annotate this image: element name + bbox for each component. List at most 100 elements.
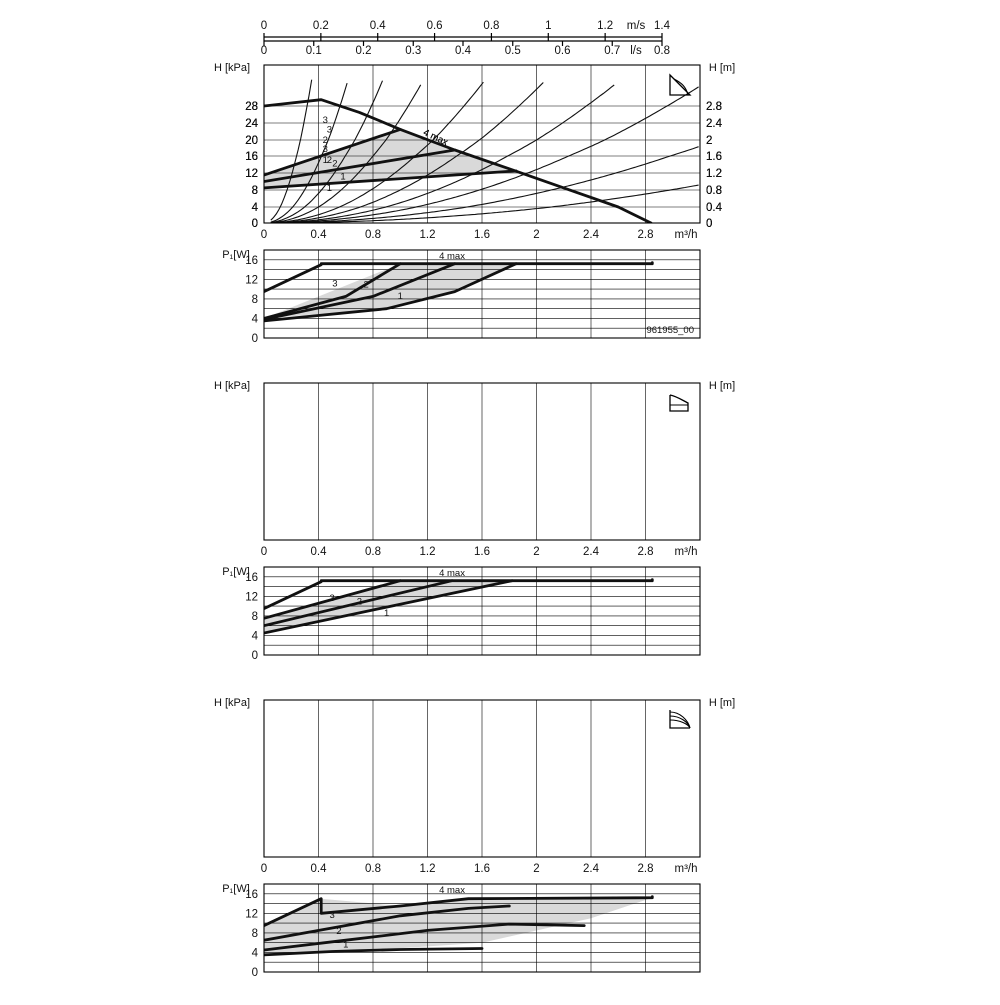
y-right-tick-label: 2.8 xyxy=(706,101,722,113)
y-right-tick-label: 0 xyxy=(706,218,712,230)
y-tick-label: 4 xyxy=(252,202,259,214)
y-right-tick-label: 2.8 xyxy=(706,101,722,113)
x-tick-label: 2.8 xyxy=(638,546,654,558)
flow-ls-tick-label: 0.3 xyxy=(405,45,421,57)
constant-curve-icon xyxy=(669,710,691,729)
curve-label: 1 xyxy=(340,171,345,182)
y-right-tick-label: 0.4 xyxy=(706,202,723,214)
head-chart-4: 4 max321048121620242800.40.81.21.622.42.… xyxy=(214,101,735,875)
plot-frame xyxy=(263,249,701,339)
x-axis-unit: m³/h xyxy=(675,546,698,558)
y-right-tick-label: 2 xyxy=(706,135,712,147)
y-tick-label: 28 xyxy=(245,101,258,113)
velocity-tick-label: 0.8 xyxy=(483,20,499,32)
icon-arc xyxy=(673,78,689,96)
velocity-tick-label: 0 xyxy=(261,20,267,32)
figure-code: 961955_00 xyxy=(646,325,694,336)
velocity-tick-label: 1.4 xyxy=(654,20,671,32)
y-tick-label: 0 xyxy=(252,218,258,230)
y-right-tick-label: 1.6 xyxy=(706,151,722,163)
y-right-tick-label: 1.2 xyxy=(706,168,722,180)
x-tick-label: 1.2 xyxy=(420,546,436,558)
system-curve xyxy=(270,81,484,223)
y-right-tick-label: 1.2 xyxy=(706,168,722,180)
y-axis-right-label: H [m] xyxy=(709,380,735,392)
y-right-tick-label: 2.4 xyxy=(706,118,723,130)
x-tick-label: 2.8 xyxy=(638,863,654,875)
y-tick-label: 20 xyxy=(245,135,258,147)
velocity-tick-label: 1.2 xyxy=(597,20,613,32)
y-tick-label: 24 xyxy=(245,118,258,130)
x-tick-label: 1.6 xyxy=(474,229,490,241)
curve-label: 2 xyxy=(332,159,337,170)
y-tick-label: 0 xyxy=(252,967,258,979)
y-right-tick-label: 0.8 xyxy=(706,185,722,197)
flow-ls-tick-label: 0.4 xyxy=(455,45,472,57)
y-tick-label: 0 xyxy=(252,218,258,230)
icon-triangle xyxy=(669,73,692,96)
y-axis-label: P₁[W] xyxy=(222,883,250,895)
system-curve xyxy=(270,146,699,223)
y-tick-label: 0 xyxy=(252,650,258,662)
y-right-tick-label: 0.8 xyxy=(706,185,722,197)
system-curve xyxy=(270,82,544,223)
y-tick-label: 4 xyxy=(252,202,259,214)
plot-area xyxy=(264,884,700,972)
head-chart-2: 4 max321048121620242800.40.81.21.622.42.… xyxy=(214,101,735,558)
curve-label: 4 max xyxy=(439,251,465,262)
x-tick-label: 1.6 xyxy=(474,863,490,875)
top-axes: 0 0.2 0.4 0.6 0.8 1 1.2 1.4 m/s 0 0.1 0.2 0.3 0.4 0.5 0… xyxy=(261,20,671,57)
x-tick-label: 0.8 xyxy=(365,863,381,875)
curve-3 xyxy=(264,904,511,942)
curve-2 xyxy=(264,922,586,952)
x-axis-unit: m³/h xyxy=(675,229,698,241)
curve-label: 3 xyxy=(327,124,332,135)
x-tick-label: 0 xyxy=(261,229,267,241)
icon-arc xyxy=(669,719,691,729)
y-right-tick-label: 0.4 xyxy=(706,202,723,214)
velocity-unit: m/s xyxy=(627,20,646,32)
plot-frame xyxy=(263,64,701,224)
y-tick-label: 12 xyxy=(245,591,258,603)
plot-frame xyxy=(263,699,701,858)
y-right-tick-label: 0.4 xyxy=(706,202,723,214)
x-tick-label: 0 xyxy=(261,863,267,875)
system-curve xyxy=(270,84,422,223)
curve-label: 1 xyxy=(384,608,389,619)
curve-label: 2 xyxy=(357,597,362,608)
velocity-tick-label: 0.6 xyxy=(427,20,443,32)
y-tick-label: 12 xyxy=(245,168,258,180)
y-right-tick-label: 0.8 xyxy=(706,185,722,197)
curve-label: 3 xyxy=(332,279,337,290)
curve-2 xyxy=(264,262,457,321)
y-tick-label: 8 xyxy=(252,185,258,197)
y-tick-label: 16 xyxy=(245,889,258,901)
curve-2 xyxy=(264,579,454,628)
curve-1 xyxy=(264,169,518,190)
y-tick-label: 16 xyxy=(245,151,258,163)
y-tick-label: 24 xyxy=(245,118,258,130)
y-axis-label: H [kPa] xyxy=(214,380,250,392)
y-right-tick-label: 2.4 xyxy=(706,118,723,130)
x-tick-label: 2 xyxy=(533,229,539,241)
system-curve xyxy=(270,82,348,223)
curve-label: 4 max xyxy=(439,568,465,579)
y-right-tick-label: 2 xyxy=(706,135,712,147)
y-tick-label: 8 xyxy=(252,185,258,197)
plot-frame xyxy=(263,883,701,973)
x-tick-label: 0 xyxy=(261,546,267,558)
x-tick-label: 1.6 xyxy=(474,546,490,558)
y-tick-label: 8 xyxy=(252,611,258,623)
y-right-tick-label: 1.6 xyxy=(706,151,722,163)
y-right-tick-label: 1.6 xyxy=(706,151,722,163)
curve-label: 3 xyxy=(329,910,334,921)
y-tick-label: 0 xyxy=(252,218,258,230)
curve-label: 1 xyxy=(343,940,348,951)
x-tick-label: 0.8 xyxy=(365,546,381,558)
x-tick-label: 0.8 xyxy=(365,229,381,241)
plot-area xyxy=(264,567,700,655)
y-tick-label: 4 xyxy=(252,313,259,325)
